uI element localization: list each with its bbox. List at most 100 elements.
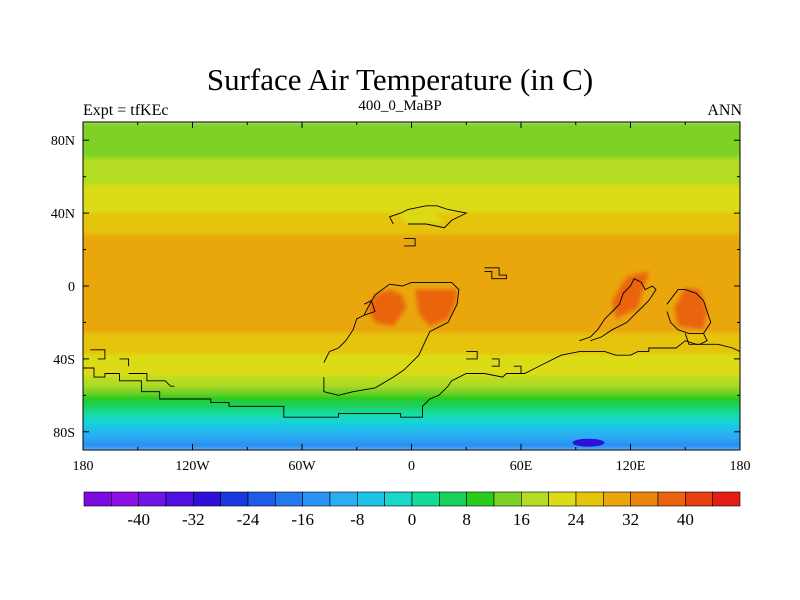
temperature-band (83, 402, 740, 411)
colorbar-swatch (83, 491, 112, 507)
temperature-band (83, 139, 740, 159)
x-tick-label: 180 (730, 459, 751, 474)
temperature-band (83, 198, 740, 214)
coastlines (83, 205, 740, 418)
x-tick-label: 180 (73, 459, 94, 474)
colorbar-tick-label: 24 (568, 510, 586, 529)
y-axis: 80N 40N 0 40S 80S (51, 134, 740, 441)
y-tick-label: 80S (53, 426, 75, 441)
colorbar-swatch (685, 491, 713, 507)
temperature-band (83, 234, 740, 247)
temperature-band (83, 223, 740, 236)
colorbar-swatch (384, 491, 413, 507)
experiment-label: Expt = tfKEc (83, 102, 169, 119)
temperature-band (83, 431, 740, 442)
temperature-band (83, 332, 740, 345)
x-tick-label: 60W (288, 459, 316, 474)
colorbar-swatch (603, 491, 631, 507)
temperature-band (83, 172, 740, 187)
temperature-band (83, 416, 740, 425)
coastline (363, 299, 376, 316)
colorbar-swatch (247, 491, 276, 507)
coastline (323, 281, 460, 396)
coastline (128, 373, 175, 387)
temperature-band (83, 157, 740, 174)
colorbar-swatch (302, 491, 331, 507)
coastline (491, 358, 500, 367)
temperature-band (83, 394, 740, 404)
warm-region (396, 213, 445, 224)
colorbar-swatch (548, 491, 577, 507)
colorbar-tick-label: 8 (462, 510, 471, 529)
colorbar-swatch (329, 491, 358, 507)
season-label: ANN (707, 102, 742, 119)
colorbar-swatch (712, 491, 741, 507)
colorbar-swatch (138, 491, 167, 507)
colorbar-swatch (165, 491, 194, 507)
warm-region (674, 287, 708, 330)
colorbar-swatch (630, 491, 659, 507)
colorbar-tick-label: -32 (182, 510, 205, 529)
coastline (684, 333, 708, 345)
coastline (579, 278, 657, 342)
colorbar-swatch (521, 491, 549, 507)
temperature-band (83, 387, 740, 396)
temperature-band (83, 423, 740, 433)
coastline (388, 205, 468, 229)
coastline (404, 238, 416, 247)
colorbar-tick-label: -16 (291, 510, 314, 529)
colorbar-swatch (466, 491, 495, 507)
colorbar-swatch (411, 491, 440, 507)
x-tick-label: 120E (616, 459, 646, 474)
y-tick-label: 0 (68, 280, 75, 295)
colorbar-swatch (357, 491, 385, 507)
colorbar-labels: -40 -32 -24 -16 -8 0 8 16 24 32 40 (127, 510, 694, 529)
period-label: 400_0_MaBP (358, 98, 442, 114)
chart-title: Surface Air Temperature (in C) (206, 62, 594, 97)
warm-region (415, 289, 458, 327)
temperature-band (83, 185, 740, 200)
colorbar-swatch (193, 491, 221, 507)
colorbar-swatch (439, 491, 467, 507)
colorbar-tick-label: 40 (677, 510, 694, 529)
y-tick-label: 40S (53, 353, 75, 368)
colorbar-swatch (575, 491, 604, 507)
x-axis: 180 120W 60W 0 60E 120E 180 (73, 122, 751, 474)
colorbar-swatch (220, 491, 249, 507)
colorbar-tick-label: -8 (350, 510, 364, 529)
temperature-band (83, 321, 740, 334)
colorbar-swatch (657, 491, 686, 507)
coastline (484, 267, 507, 280)
colorbar-tick-label: 0 (408, 510, 417, 529)
temperature-field (83, 122, 740, 450)
temperature-band (83, 354, 740, 367)
y-tick-label: 80N (51, 134, 75, 149)
x-tick-label: 60E (510, 459, 533, 474)
coastline (90, 349, 106, 360)
temperature-band (83, 343, 740, 356)
x-tick-label: 120W (175, 459, 210, 474)
colorbar-tick-label: -40 (127, 510, 150, 529)
temperature-band (83, 122, 740, 141)
temperature-band (83, 376, 740, 389)
colorbar-swatch (275, 491, 303, 507)
warm-region (367, 289, 406, 327)
x-tick-label: 0 (408, 459, 415, 474)
coastline (119, 358, 130, 367)
colorbar-tick-label: 32 (622, 510, 639, 529)
colorbar-swatch (493, 491, 522, 507)
coastline (83, 340, 740, 418)
cold-spot (572, 438, 605, 447)
colorbar-tick-label: 16 (513, 510, 530, 529)
coastline (513, 365, 522, 374)
colorbar-tick-label: -24 (237, 510, 260, 529)
temperature-band (83, 409, 740, 418)
coastline (466, 351, 478, 360)
colorbar-swatch (111, 491, 139, 507)
temperature-band (83, 245, 740, 323)
temperature-band (83, 365, 740, 378)
colorbar (83, 491, 741, 507)
warm-region (612, 271, 649, 319)
coastline (666, 289, 712, 334)
